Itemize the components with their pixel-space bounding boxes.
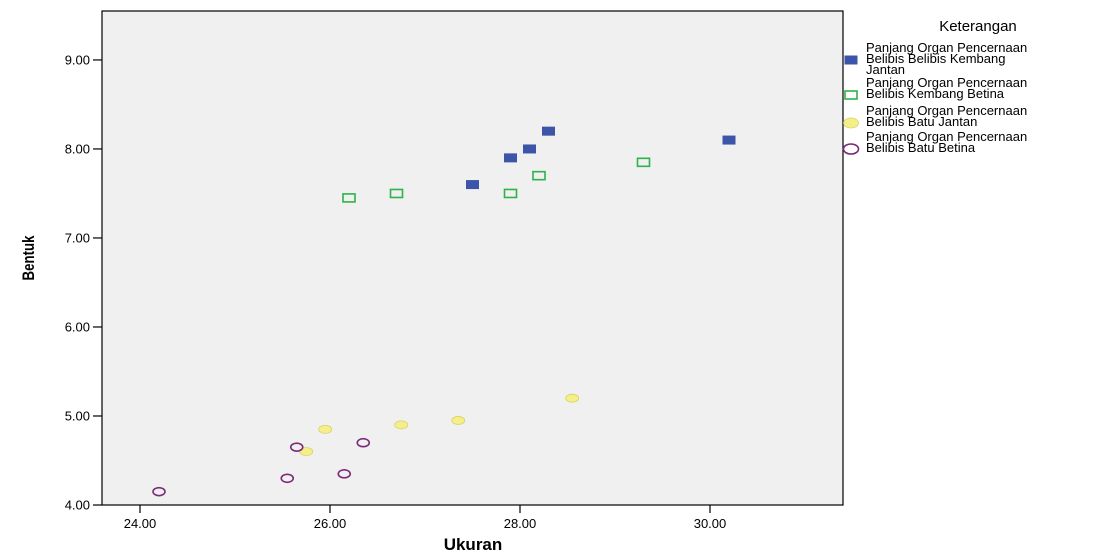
legend-entry-line: Panjang Organ Pencernaan [866, 129, 1027, 144]
data-point-series-1-2 [504, 153, 517, 163]
legend-entry-line: Panjang Organ Pencernaan [866, 75, 1027, 90]
legend-marker-series-1 [844, 55, 858, 65]
legend-marker-series-4 [842, 143, 860, 155]
data-point-series-2-5 [636, 157, 651, 168]
y-tick-label: 6.00 [65, 319, 90, 334]
x-tick-label: 30.00 [694, 516, 727, 531]
legend-entry-series-3: Panjang Organ Pencernaan Belibis Batu Jan… [866, 103, 1027, 129]
data-point-series-3-3 [394, 420, 409, 430]
legend-entry-series-1: Panjang Organ Pencernaan Belibis Belibis … [866, 40, 1027, 77]
x-axis: 24.00 26.00 28.00 30.00 [124, 505, 727, 531]
legend-entry-line: Panjang Organ Pencernaan [866, 103, 1027, 118]
data-point-series-4-3 [289, 442, 304, 452]
data-point-series-3-1 [299, 447, 314, 456]
legend: Keterangan Panjang Organ Pencernaan Belib… [842, 18, 1027, 155]
y-tick-label: 8.00 [65, 141, 90, 156]
legend-entry-line: Belibis Batu Betina [866, 140, 976, 155]
y-tick-label: 7.00 [65, 230, 90, 245]
y-axis: 4.00 5.00 6.00 7.00 8.00 9.00 [65, 52, 102, 513]
y-axis-title: Bentuk [20, 235, 39, 280]
legend-entry-line: Jantan [866, 62, 905, 77]
legend-title: Keterangan [939, 18, 1017, 35]
data-point-series-1-1 [466, 180, 479, 190]
data-point-series-3-4 [451, 416, 466, 425]
x-axis-title: Ukuran [444, 535, 503, 554]
legend-entry-series-2: Panjang Organ Pencernaan Belibis Kembang … [866, 75, 1027, 101]
y-tick-label: 5.00 [65, 408, 90, 423]
data-point-series-1-4 [542, 126, 555, 136]
data-point-series-4-2 [280, 473, 295, 484]
data-point-series-2-3 [503, 188, 518, 199]
data-point-series-4-1 [152, 486, 166, 497]
data-point-series-1-3 [523, 144, 536, 154]
data-point-series-4-4 [337, 469, 352, 479]
y-tick-label: 9.00 [65, 52, 90, 67]
x-tick-label: 26.00 [314, 516, 347, 531]
data-point-series-2-2 [389, 188, 404, 199]
data-points [152, 126, 736, 497]
data-point-series-1-5 [722, 135, 736, 145]
plot-area [101, 10, 844, 506]
data-point-series-3-5 [565, 393, 580, 403]
data-point-series-2-1 [342, 193, 356, 203]
legend-marker-series-2 [844, 90, 858, 100]
data-point-series-3-2 [318, 424, 333, 434]
legend-entry-series-4: Panjang Organ Pencernaan Belibis Batu Bet… [866, 129, 1027, 155]
y-tick-label: 4.00 [65, 498, 90, 513]
x-tick-label: 24.00 [124, 516, 157, 531]
legend-marker-series-3 [843, 117, 859, 129]
x-tick-label: 28.00 [504, 516, 537, 531]
legend-entry-line: Belibis Kembang Betina [866, 86, 1005, 101]
data-point-series-4-5 [356, 437, 371, 448]
legend-entry-line: Belibis Batu Jantan [866, 114, 977, 129]
legend-entry-line: Belibis Belibis Kembang [866, 51, 1005, 66]
legend-entry-line: Panjang Organ Pencernaan [866, 40, 1027, 55]
data-point-series-2-4 [532, 170, 546, 181]
